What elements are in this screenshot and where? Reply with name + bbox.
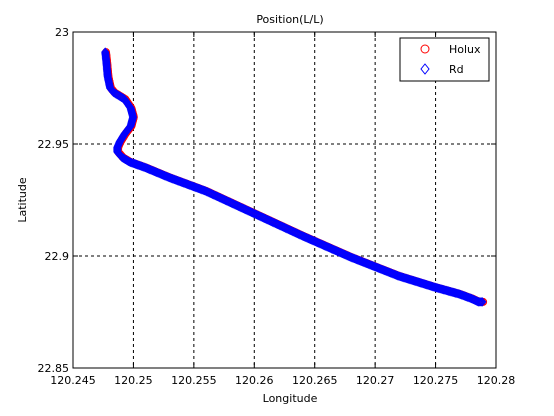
legend-label-holux: Holux — [449, 43, 481, 56]
data-point-rd — [474, 297, 483, 307]
series-layer — [101, 47, 488, 307]
grid-lines — [73, 32, 496, 368]
data-point-rd — [475, 297, 485, 307]
series-rd — [101, 47, 487, 307]
x-tick-label: 120.255 — [171, 374, 217, 387]
y-tick-label: 22.9 — [45, 250, 70, 263]
y-tick-labels: 22.85 22.9 22.95 23 — [38, 26, 70, 375]
x-tick-label: 120.27 — [356, 374, 395, 387]
x-tick-label: 120.245 — [50, 374, 96, 387]
x-tick-labels: 120.245 120.25 120.255 120.26 120.265 120.27 1… — [50, 374, 515, 387]
x-tick-label: 120.265 — [292, 374, 338, 387]
data-point-rd — [126, 120, 136, 130]
x-tick-label: 120.275 — [413, 374, 459, 387]
legend-label-rd: Rd — [449, 63, 464, 76]
axes-background — [73, 32, 496, 368]
x-tick-label: 120.26 — [235, 374, 274, 387]
x-tick-label: 120.25 — [114, 374, 153, 387]
data-point-rd — [478, 297, 487, 307]
data-point-rd — [113, 143, 122, 154]
axes-box — [72, 31, 497, 369]
y-tick-label: 22.95 — [38, 138, 70, 151]
data-point-rd — [476, 297, 486, 307]
legend: Holux Rd — [399, 37, 490, 82]
legend-marker-holux — [420, 44, 430, 54]
y-tick-label: 23 — [55, 26, 69, 39]
legend-marker-rd — [420, 63, 430, 75]
tick-marks — [72, 31, 497, 369]
x-tick-label: 120.28 — [477, 374, 516, 387]
y-tick-label: 22.85 — [38, 362, 70, 375]
legend-box — [399, 37, 490, 82]
chart-title: Position(L/L) — [256, 13, 323, 26]
y-axis-label: Latitude — [16, 177, 29, 223]
x-axis-label: Longitude — [263, 392, 318, 405]
